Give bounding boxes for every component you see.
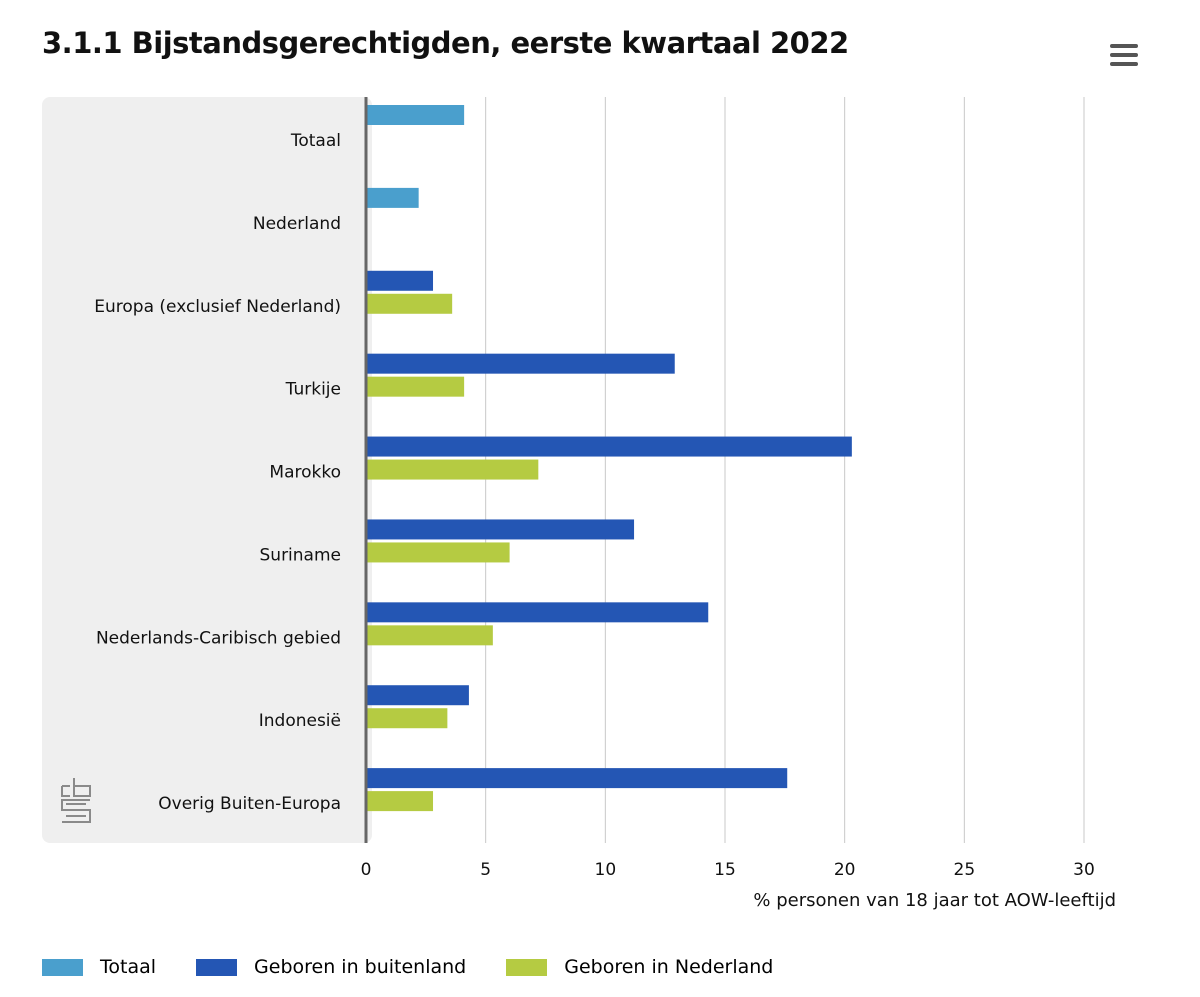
category-label: Nederlands-Caribisch gebied xyxy=(96,628,341,648)
bar-nederland[interactable] xyxy=(366,791,434,812)
bar-nederland[interactable] xyxy=(366,542,510,563)
category-label: Totaal xyxy=(290,131,341,151)
bar-buitenland[interactable] xyxy=(366,685,469,706)
legend-item-nederland[interactable]: Geboren in Nederland xyxy=(506,956,773,978)
bar-totaal[interactable] xyxy=(366,187,419,208)
x-tick-labels: 0 5 10 15 20 25 30 xyxy=(361,860,1095,880)
legend-item-buitenland[interactable]: Geboren in buitenland xyxy=(196,956,466,978)
bars xyxy=(366,105,852,812)
bar-buitenland[interactable] xyxy=(366,270,434,291)
hamburger-menu-icon[interactable] xyxy=(1104,40,1144,72)
x-tick-label: 25 xyxy=(954,860,976,880)
category-labels: Totaal Nederland Europa (exclusief Nederla… xyxy=(94,131,341,814)
bar-nederland[interactable] xyxy=(366,459,539,480)
legend-label-nederland: Geboren in Nederland xyxy=(564,956,774,978)
chart-legend: Totaal Geboren in buitenland Geboren in … xyxy=(42,956,813,978)
cbs-logo-icon xyxy=(61,778,91,823)
x-tick-label: 30 xyxy=(1073,860,1095,880)
bar-buitenland[interactable] xyxy=(366,768,788,789)
category-label: Europa (exclusief Nederland) xyxy=(94,297,341,317)
bar-buitenland[interactable] xyxy=(366,436,852,457)
x-tick-label: 5 xyxy=(480,860,491,880)
x-tick-label: 20 xyxy=(834,860,856,880)
x-tick-label: 0 xyxy=(361,860,372,880)
x-tick-label: 15 xyxy=(714,860,736,880)
legend-swatch-nederland xyxy=(506,958,548,976)
legend-swatch-buitenland xyxy=(196,958,238,976)
category-label: Turkije xyxy=(285,380,341,400)
chart-label-panel xyxy=(42,97,372,843)
x-axis-label: % personen van 18 jaar tot AOW-leeftijd xyxy=(753,890,1116,911)
bar-nederland[interactable] xyxy=(366,708,448,729)
legend-swatch-totaal xyxy=(42,958,83,976)
legend-label-totaal: Totaal xyxy=(100,956,157,978)
bar-nederland[interactable] xyxy=(366,376,465,397)
category-label: Marokko xyxy=(269,463,341,483)
gridlines xyxy=(485,97,1085,843)
bar-nederland[interactable] xyxy=(366,625,493,646)
category-label: Suriname xyxy=(260,545,342,565)
bar-buitenland[interactable] xyxy=(366,353,675,374)
bar-buitenland[interactable] xyxy=(366,519,635,540)
page-title: 3.1.1 Bijstandsgerechtigden, eerste kwar… xyxy=(42,26,849,60)
bar-nederland[interactable] xyxy=(366,293,453,314)
legend-item-totaal[interactable]: Totaal xyxy=(42,956,156,978)
bar-buitenland[interactable] xyxy=(366,602,709,623)
category-label: Nederland xyxy=(253,214,341,234)
bar-totaal[interactable] xyxy=(366,105,465,125)
category-label: Overig Buiten-Europa xyxy=(158,794,341,814)
category-label: Indonesië xyxy=(259,711,341,731)
x-tick-label: 10 xyxy=(595,860,617,880)
legend-label-buitenland: Geboren in buitenland xyxy=(254,956,467,978)
